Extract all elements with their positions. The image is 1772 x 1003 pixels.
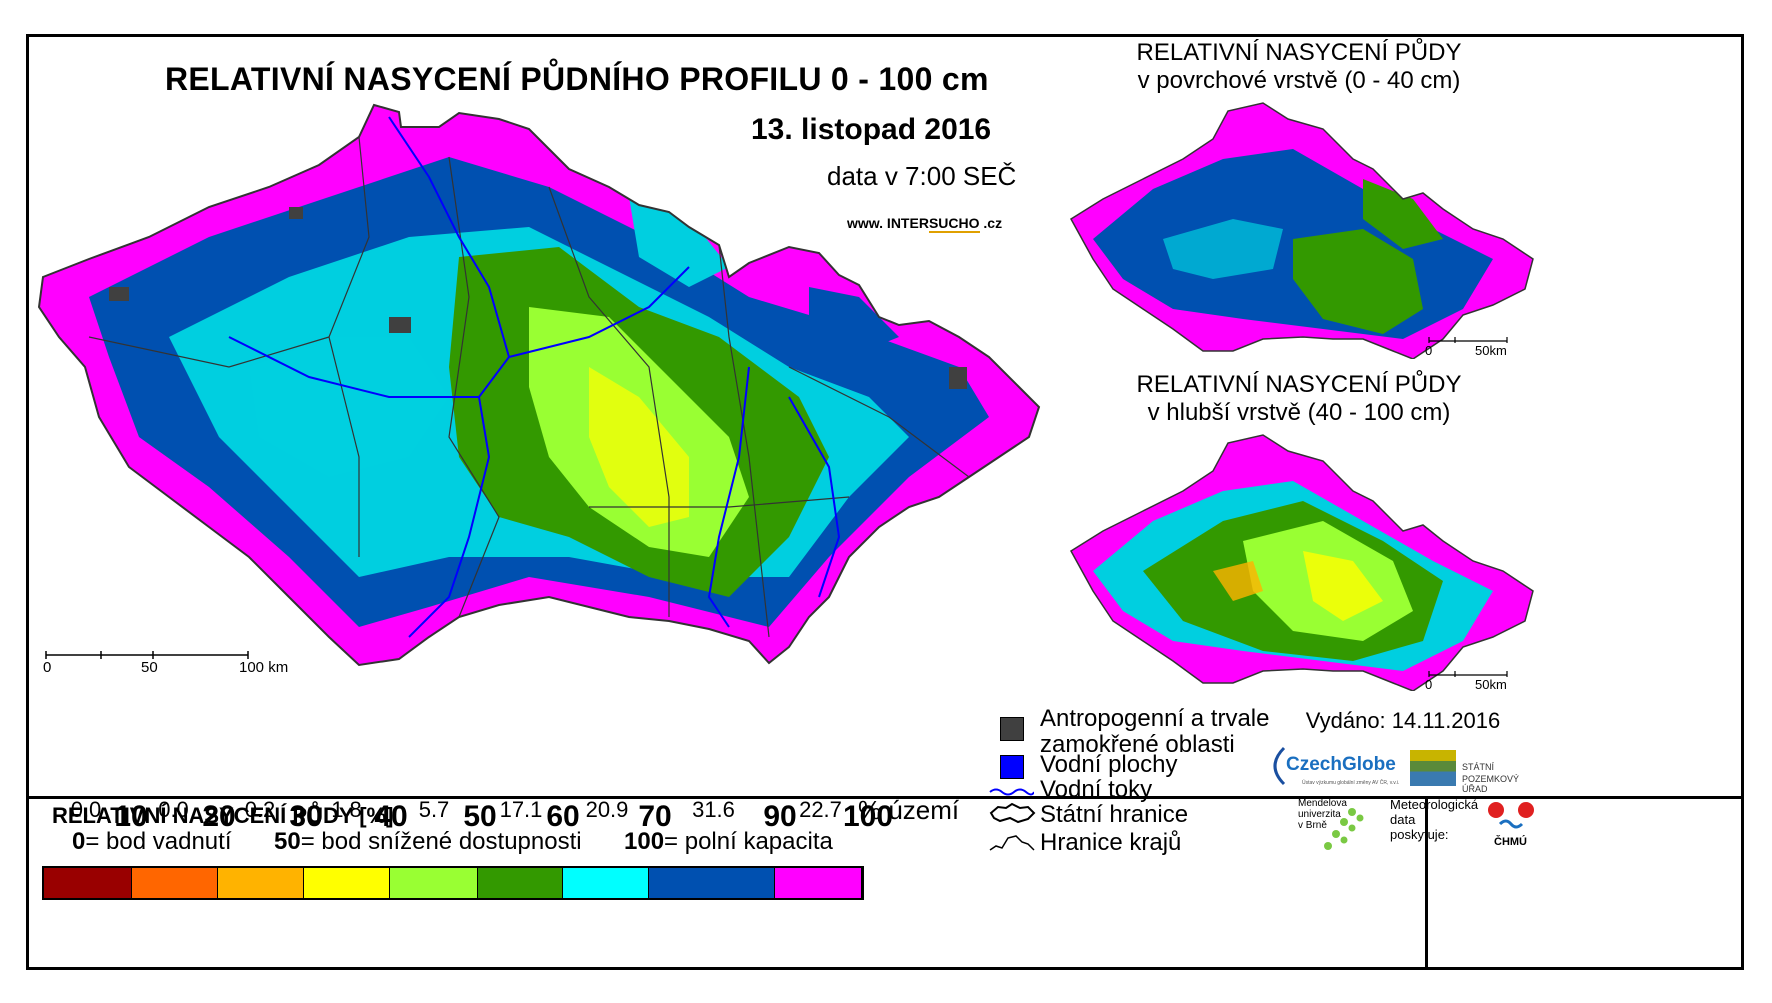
- legend-threshold: 10: [114, 800, 148, 833]
- legend-threshold: 100: [842, 800, 894, 833]
- legend-threshold: 90: [763, 800, 797, 833]
- legend-percentage: 0.2: [244, 797, 276, 822]
- legend-color-swatch: [563, 868, 650, 898]
- legend-color-swatch: [390, 868, 478, 898]
- legend-threshold: 20: [202, 800, 236, 833]
- anthropogenic-swatch: [1000, 717, 1024, 741]
- main-time: data v 7:00 SEČ: [827, 161, 1017, 191]
- legend-threshold: 70: [638, 800, 672, 833]
- water-bodies-swatch: [1000, 755, 1024, 779]
- legend-color-swatch: [775, 868, 862, 898]
- legend-color-swatch: [44, 868, 132, 898]
- legend-percentage: 0.0: [70, 797, 102, 822]
- inset-bottom-scale-bar: [1428, 671, 1508, 677]
- legend-note-100: 100= polní kapacita: [624, 828, 833, 855]
- legend-percentage: 5.7: [418, 797, 450, 822]
- inset-bottom-scale-0: 0: [1425, 677, 1433, 692]
- legend-state-border: Státní hranice: [1040, 801, 1189, 828]
- legend-percentage: 22.7: [799, 797, 842, 822]
- issued-date: Vydáno: 14.11.2016: [1305, 708, 1501, 733]
- legend-rivers: Vodní toky: [1040, 776, 1153, 803]
- legend-color-swatch: [649, 868, 776, 898]
- state-border-icon: [989, 802, 1036, 824]
- main-scale-bar: [45, 651, 249, 659]
- legend-threshold: 60: [546, 800, 580, 833]
- logo-spu: STÁTNÍ POZEMKOVÝ ÚŘAD: [1410, 744, 1540, 794]
- inset-top-scale-bar: [1428, 337, 1508, 343]
- legend-percentage: 17.1: [499, 797, 543, 822]
- legend-threshold: 50: [463, 800, 497, 833]
- inset-top-map: [1070, 102, 1534, 359]
- legend-color-swatch: [218, 868, 304, 898]
- main-date: 13. listopad 2016: [751, 113, 992, 146]
- legend-title: RELATIVNÍ NASYCENÍ PŮDY [%]: [52, 803, 394, 828]
- region-border-icon: [989, 835, 1035, 851]
- legend-color-swatch: [131, 868, 219, 898]
- divider-horizontal: [29, 796, 1741, 799]
- inset-bottom-title: RELATIVNÍ NASYCENÍ PŮDY v hlubší vrstvě …: [1136, 371, 1462, 426]
- main-scale-0: 0: [43, 659, 52, 676]
- divider-vertical: [1425, 796, 1428, 967]
- logo-mendel: Mendelova univerzita v Brně: [1298, 796, 1370, 854]
- legend-percentage: 1.8: [331, 797, 362, 822]
- map-frame: 0 50 100 km RELATIVNÍ NASYCENÍ PŮDNÍHO P…: [26, 34, 1744, 970]
- legend-threshold: 40: [374, 800, 408, 833]
- main-map: [37, 103, 1041, 667]
- main-title: RELATIVNÍ NASYCENÍ PŮDNÍHO PROFILU 0 - 1…: [165, 61, 989, 97]
- inset-top-scale-50: 50km: [1475, 343, 1507, 358]
- main-scale-100: 100 km: [239, 659, 289, 676]
- map-area: 0 50 100 km RELATIVNÍ NASYCENÍ PŮDNÍHO P…: [29, 37, 1741, 796]
- website-url: www. INTERSUCHO .cz: [847, 215, 1003, 233]
- legend-regions: Hranice krajů: [1040, 829, 1182, 856]
- legend-note-50: 50= bod snížené dostupnosti: [274, 828, 582, 855]
- inset-top-title: RELATIVNÍ NASYCENÍ PŮDY v povrchové vrst…: [1136, 39, 1462, 94]
- logo-chmu: Meteorologická data poskytuje: ČHMÚ: [1390, 796, 1540, 856]
- main-scale-50: 50: [141, 659, 158, 676]
- inset-bottom-map: [1070, 434, 1534, 691]
- legend-percentage: 31.6: [692, 797, 735, 822]
- inset-top-scale-0: 0: [1425, 343, 1433, 358]
- legend-color-swatch: [477, 868, 564, 898]
- river-icon: [989, 788, 1034, 796]
- legend-water-bodies: Vodní plochy: [1040, 751, 1178, 778]
- legend-color-bar: [42, 866, 864, 900]
- legend-unit: % území: [858, 795, 960, 825]
- legend-note-0: 0= bod vadnutí: [72, 828, 232, 855]
- logo-czechglobe: CzechGlobe Ústav výzkumu globální změny …: [1270, 740, 1404, 790]
- legend-anthropogenic: Antropogenní a trvale zamokřené oblasti: [1040, 705, 1270, 758]
- legend-percentage: 0.0: [158, 797, 189, 822]
- legend-percentage: 20.9: [585, 797, 629, 822]
- inset-bottom-scale-50: 50km: [1475, 677, 1507, 692]
- legend-threshold: 30: [289, 800, 323, 833]
- legend-color-swatch: [303, 868, 391, 898]
